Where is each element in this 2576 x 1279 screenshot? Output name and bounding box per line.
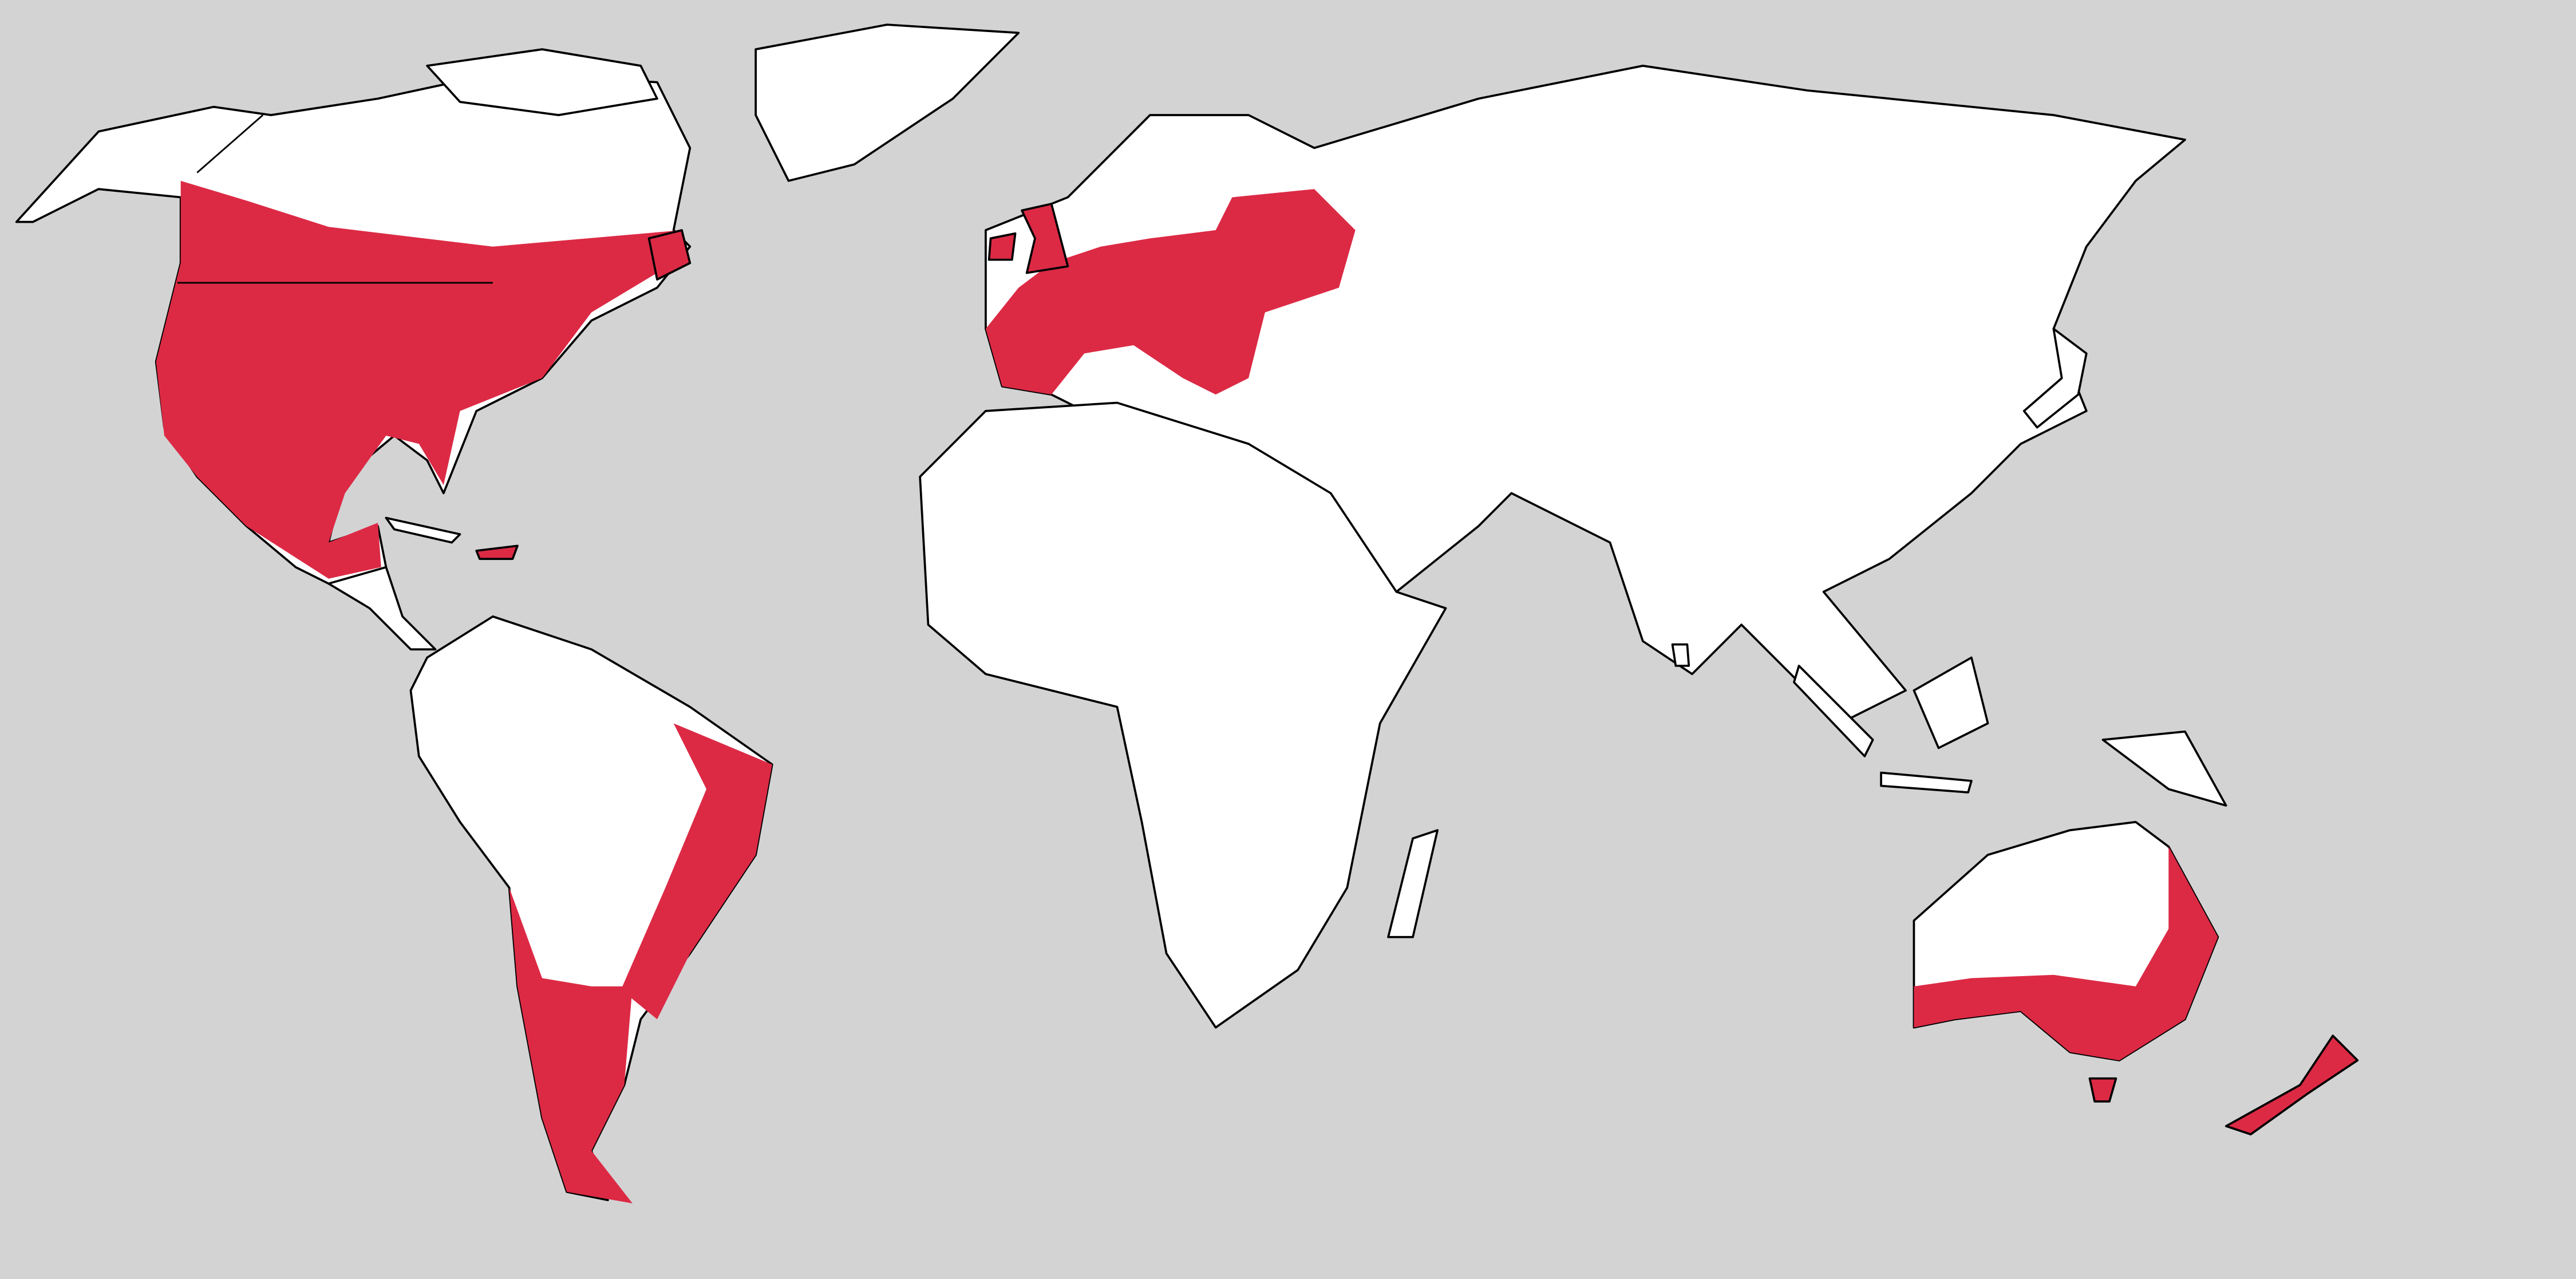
arctic-islands xyxy=(426,48,658,116)
central-america xyxy=(327,566,437,651)
island-sumatra xyxy=(1793,665,1874,757)
highlight-australia xyxy=(1914,846,2218,1061)
island-newfoundland xyxy=(647,229,692,281)
island-tasmania xyxy=(2088,1077,2117,1103)
highlight-north-america xyxy=(156,180,682,579)
border-line xyxy=(196,114,264,173)
highlight-europe xyxy=(985,189,1356,395)
africa xyxy=(919,401,1447,1029)
highlight-southern-cone xyxy=(509,887,633,1203)
island-ireland xyxy=(987,232,1017,261)
island-madagascar xyxy=(1387,829,1439,938)
island-sri-lanka xyxy=(1671,643,1690,667)
island-cuba xyxy=(385,516,461,544)
island-java xyxy=(1880,771,1973,794)
island-hispaniola xyxy=(475,544,519,560)
island-new-zealand xyxy=(2225,1035,2359,1136)
island-borneo xyxy=(1913,656,1989,749)
island-great-britain xyxy=(1021,203,1069,274)
island-japan xyxy=(2022,327,2088,429)
highlight-east-brazil xyxy=(621,723,772,1020)
greenland xyxy=(754,23,1020,182)
island-new-guinea xyxy=(2101,730,2227,807)
